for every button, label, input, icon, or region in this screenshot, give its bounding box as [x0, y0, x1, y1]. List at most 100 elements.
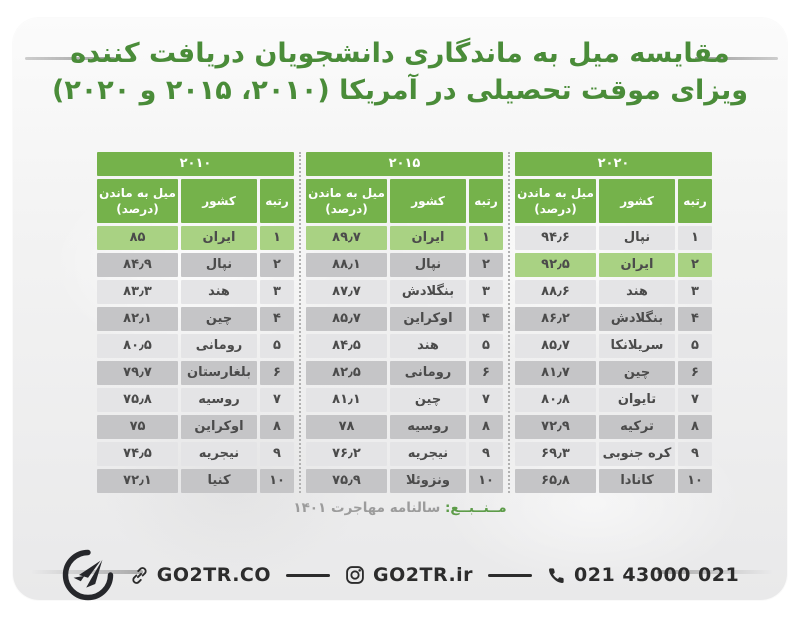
- page-title: مقایسه میل به ماندگاری دانشجویان دریافت …: [13, 35, 787, 109]
- footer-separator: [488, 573, 533, 577]
- rank-cell: ۳: [260, 280, 294, 304]
- value-cell: ۷۶٫۲: [306, 442, 387, 466]
- country-cell: هند: [390, 334, 466, 358]
- country-cell: نپال: [390, 253, 466, 277]
- value-cell: ۷۵٫۸: [97, 388, 178, 412]
- country-header: کشور: [181, 179, 257, 223]
- year-group-separator: [508, 152, 510, 493]
- country-cell: سریلانکا: [599, 334, 675, 358]
- rank-cell: ۲: [678, 253, 712, 277]
- value-header-line2: (درصد): [116, 202, 159, 216]
- value-header: میل به ماندن (درصد): [306, 179, 387, 223]
- value-header-line2: (درصد): [325, 202, 368, 216]
- value-cell: ۷۵: [97, 415, 178, 439]
- country-cell: ایران: [181, 226, 257, 250]
- rank-cell: ۲: [469, 253, 503, 277]
- year-table-0: ۲۰۲۰ رتبه کشور میل به ماندن (درصد) ۱ نپال ۹۴٫۶ ۲…: [515, 152, 712, 493]
- country-cell: نپال: [599, 226, 675, 250]
- value-cell: ۸۲٫۵: [306, 361, 387, 385]
- value-cell: ۷۲٫۹: [515, 415, 596, 439]
- instagram-label: GO2TR.ir: [373, 564, 474, 586]
- value-header: میل به ماندن (درصد): [515, 179, 596, 223]
- rank-cell: ۱: [260, 226, 294, 250]
- rank-cell: ۴: [260, 307, 294, 331]
- year-group-separator: [299, 152, 301, 493]
- footer-separator: [286, 573, 331, 577]
- year-table-2: ۲۰۱۰ رتبه کشور میل به ماندن (درصد) ۱ ایران ۸۵ ۲ ن…: [97, 152, 294, 493]
- rank-cell: ۵: [678, 334, 712, 358]
- rank-cell: ۱۰: [469, 469, 503, 493]
- value-cell: ۸۱٫۷: [515, 361, 596, 385]
- country-cell: نیجریه: [181, 442, 257, 466]
- rank-cell: ۱: [469, 226, 503, 250]
- value-cell: ۷۹٫۷: [97, 361, 178, 385]
- page-title-line2: ویزای موقت تحصیلی در آمریکا (۲۰۱۰، ۲۰۱۵ …: [51, 75, 749, 106]
- value-cell: ۸۴٫۹: [97, 253, 178, 277]
- value-cell: ۸۰٫۵: [97, 334, 178, 358]
- value-cell: ۷۴٫۵: [97, 442, 178, 466]
- rank-cell: ۶: [260, 361, 294, 385]
- website-item[interactable]: GO2TR.CO: [130, 564, 271, 586]
- country-cell: ترکیه: [599, 415, 675, 439]
- rank-cell: ۴: [469, 307, 503, 331]
- rank-cell: ۹: [678, 442, 712, 466]
- phone-item[interactable]: 021 43000 021: [547, 564, 739, 586]
- rank-cell: ۸: [260, 415, 294, 439]
- country-cell: هند: [181, 280, 257, 304]
- rank-cell: ۷: [260, 388, 294, 412]
- value-cell: ۷۵٫۹: [306, 469, 387, 493]
- year-table-1: ۲۰۱۵ رتبه کشور میل به ماندن (درصد) ۱ ایران ۸۹٫۷…: [306, 152, 503, 493]
- phone-label: 021 43000 021: [574, 564, 740, 586]
- rank-cell: ۱: [678, 226, 712, 250]
- rank-cell: ۴: [678, 307, 712, 331]
- country-cell: رومانی: [181, 334, 257, 358]
- country-cell: اوکراین: [390, 307, 466, 331]
- link-icon: [132, 566, 147, 584]
- value-cell: ۸۶٫۲: [515, 307, 596, 331]
- value-header-line1: میل به ماندن: [517, 186, 594, 200]
- rank-cell: ۹: [469, 442, 503, 466]
- country-cell: کنیا: [181, 469, 257, 493]
- rank-cell: ۸: [678, 415, 712, 439]
- value-cell: ۸۵٫۷: [306, 307, 387, 331]
- source-text: سالنامه مهاجرت ۱۴۰۱: [293, 500, 441, 516]
- value-cell: ۸۹٫۷: [306, 226, 387, 250]
- rank-cell: ۲: [260, 253, 294, 277]
- country-cell: تایوان: [599, 388, 675, 412]
- country-cell: چین: [599, 361, 675, 385]
- country-cell: رومانی: [390, 361, 466, 385]
- value-cell: ۸۴٫۵: [306, 334, 387, 358]
- country-cell: چین: [181, 307, 257, 331]
- country-cell: ایران: [599, 253, 675, 277]
- rank-header: رتبه: [678, 179, 712, 223]
- value-header-line1: میل به ماندن: [99, 186, 176, 200]
- value-cell: ۹۴٫۶: [515, 226, 596, 250]
- value-header: میل به ماندن (درصد): [97, 179, 178, 223]
- country-header: کشور: [390, 179, 466, 223]
- rank-cell: ۸: [469, 415, 503, 439]
- instagram-icon: [346, 566, 364, 584]
- rank-cell: ۷: [678, 388, 712, 412]
- country-cell: هند: [599, 280, 675, 304]
- infographic-card: مقایسه میل به ماندگاری دانشجویان دریافت …: [13, 18, 787, 601]
- instagram-item[interactable]: GO2TR.ir: [345, 564, 473, 586]
- value-cell: ۸۸٫۱: [306, 253, 387, 277]
- country-cell: نپال: [181, 253, 257, 277]
- value-cell: ۸۵٫۷: [515, 334, 596, 358]
- value-cell: ۸۷٫۷: [306, 280, 387, 304]
- rank-header: رتبه: [260, 179, 294, 223]
- year-header: ۲۰۲۰: [515, 152, 712, 176]
- year-header: ۲۰۱۰: [97, 152, 294, 176]
- country-cell: ونزوئلا: [390, 469, 466, 493]
- year-header: ۲۰۱۵: [306, 152, 503, 176]
- value-cell: ۸۰٫۸: [515, 388, 596, 412]
- value-header-line2: (درصد): [534, 202, 577, 216]
- value-cell: ۶۹٫۳: [515, 442, 596, 466]
- value-header-line1: میل به ماندن: [308, 186, 385, 200]
- value-cell: ۸۱٫۱: [306, 388, 387, 412]
- value-cell: ۸۸٫۶: [515, 280, 596, 304]
- value-cell: ۶۵٫۸: [515, 469, 596, 493]
- source-label: مــنــبــع:: [444, 500, 507, 516]
- country-header: کشور: [599, 179, 675, 223]
- country-cell: بلغارستان: [181, 361, 257, 385]
